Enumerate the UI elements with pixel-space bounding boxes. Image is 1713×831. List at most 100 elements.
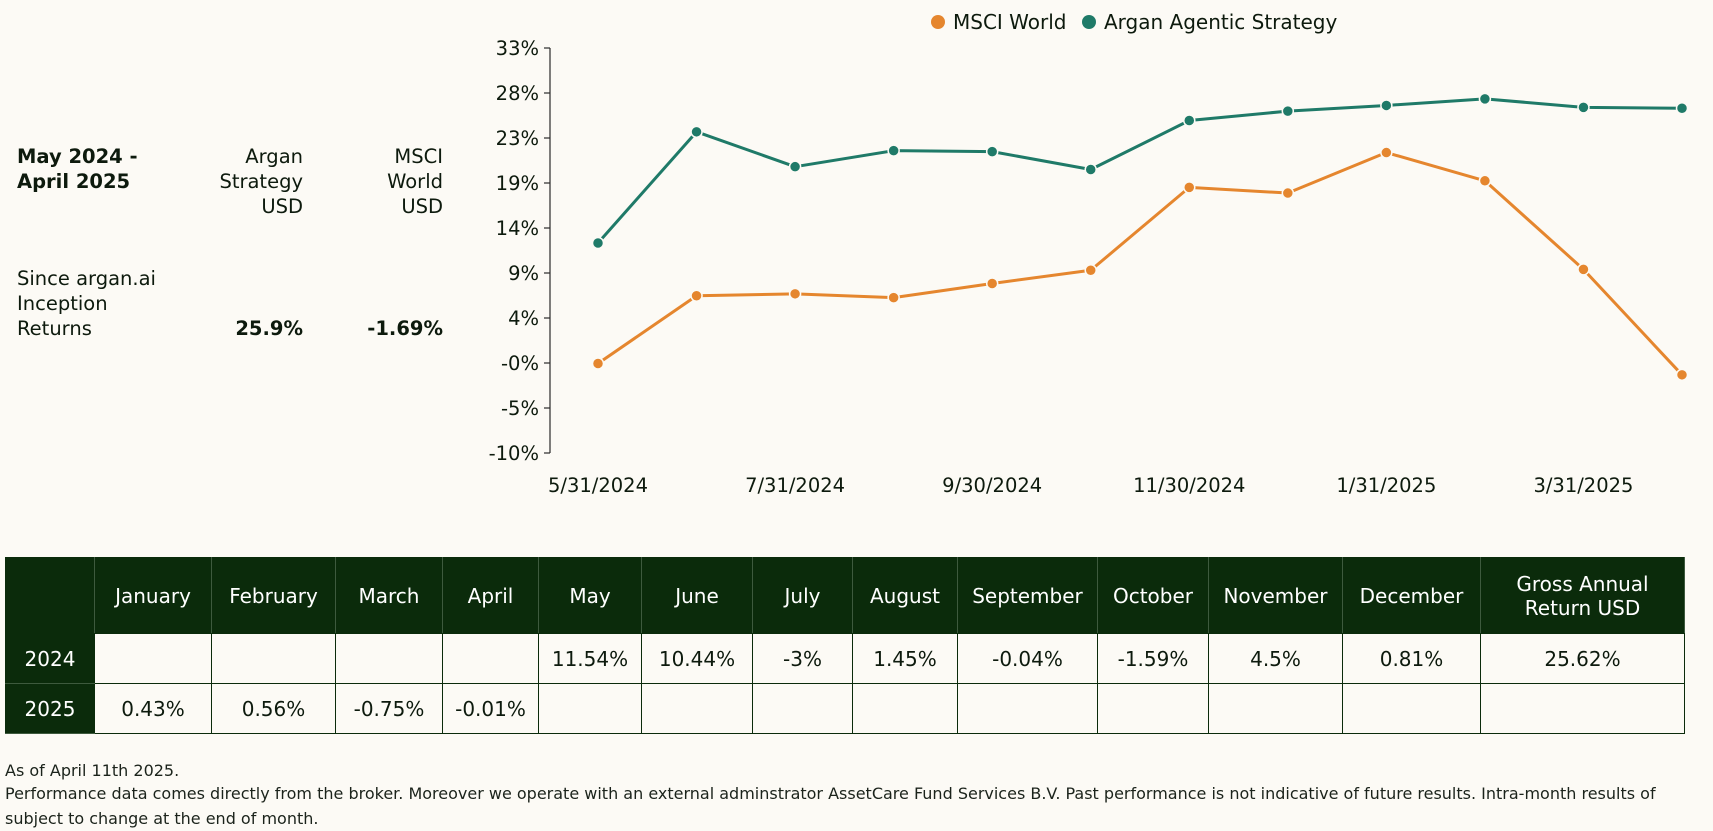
y-tick-label: -5% (501, 397, 539, 420)
return-cell (1097, 683, 1209, 734)
legend-marker (1082, 15, 1096, 29)
header-cell: November (1208, 557, 1343, 634)
return-cell (1480, 683, 1685, 734)
legend-item: MSCI World (931, 10, 1067, 34)
y-tick-label: 33% (496, 37, 539, 60)
return-cell (752, 683, 853, 734)
return-cell: 4.5% (1208, 633, 1343, 684)
return-cell: 0.43% (94, 683, 212, 734)
y-tick-label: 23% (496, 127, 539, 150)
data-point (1084, 163, 1097, 176)
header-cell (5, 557, 95, 634)
data-point (985, 277, 999, 290)
chart-series (591, 92, 1689, 382)
summary-row-label: Since argan.ai Inception Returns (17, 267, 156, 340)
data-point (1281, 104, 1295, 118)
header-cell: December (1342, 557, 1481, 634)
y-tick-label: -10% (489, 442, 539, 465)
return-cell (94, 633, 212, 684)
header-cell: May (538, 557, 642, 634)
data-point (1478, 92, 1492, 106)
data-point (1380, 99, 1393, 112)
series-line (597, 151, 1684, 376)
header-cell: February (211, 557, 336, 634)
data-point (1183, 114, 1196, 127)
data-point (690, 125, 703, 139)
data-point (1577, 101, 1590, 114)
summary-msci-header: MSCI World USD (387, 145, 443, 218)
x-tick-label: 9/30/2024 (942, 474, 1042, 497)
return-cell: 10.44% (641, 633, 753, 684)
data-point (1084, 264, 1097, 277)
header-cell: Gross Annual Return USD (1480, 557, 1685, 634)
x-tick-label: 5/31/2024 (548, 474, 648, 497)
summary-argan-value: 25.9% (235, 317, 303, 340)
series-msci-world (591, 146, 1689, 382)
return-cell: 1.45% (852, 633, 958, 684)
x-tick-label: 11/30/2024 (1133, 474, 1245, 497)
data-point (1675, 368, 1689, 382)
year-cell: 2024 (5, 633, 95, 684)
header-cell: March (335, 557, 443, 634)
returns-line-chart: MSCI World Argan Agentic Strategy 33% 28% 2… (489, 10, 1689, 497)
header-cell: July (752, 557, 853, 634)
return-cell (852, 683, 958, 734)
return-cell (335, 633, 443, 684)
x-tick-label: 3/31/2025 (1533, 474, 1633, 497)
return-cell (211, 633, 336, 684)
data-point (591, 236, 605, 250)
data-point (887, 291, 900, 304)
table-body: 2024 11.54% 10.44% -3% 1.45% -0.04% -1.59% 4.5%… (5, 633, 1685, 734)
header-cell: January (94, 557, 212, 634)
return-cell: -0.04% (957, 633, 1098, 684)
header-cell: August (852, 557, 958, 634)
return-cell (1342, 683, 1481, 734)
y-tick-label: 19% (496, 172, 539, 195)
data-point (788, 160, 802, 173)
return-cell (538, 683, 642, 734)
return-cell (442, 633, 539, 684)
data-point (591, 357, 605, 370)
y-tick-label: 14% (496, 217, 539, 240)
disclaimer-text: Performance data comes directly from the… (5, 784, 1656, 828)
return-cell: 11.54% (538, 633, 642, 684)
x-tick-label: 7/31/2024 (745, 474, 845, 497)
year-cell: 2025 (5, 683, 95, 734)
x-tick-label: 1/31/2025 (1336, 474, 1436, 497)
data-point (985, 145, 999, 158)
summary-period: May 2024 - April 2025 (17, 145, 138, 193)
return-cell (641, 683, 753, 734)
return-cell: -3% (752, 633, 853, 684)
return-cell: -0.75% (335, 683, 443, 734)
data-point (690, 289, 703, 302)
header-cell: October (1097, 557, 1209, 634)
legend-label: MSCI World (953, 10, 1067, 34)
return-cell (1208, 683, 1343, 734)
chart-axes: 33% 28% 23% 19% 14% 9% 4% -0% -5% -10% 5/31/2024 7/… (489, 37, 1634, 497)
y-tick-label: 28% (496, 82, 539, 105)
data-point (788, 287, 802, 301)
chart-legend: MSCI World Argan Agentic Strategy (931, 10, 1338, 34)
return-cell: 0.81% (1342, 633, 1481, 684)
y-tick-label: 9% (508, 262, 539, 285)
table-row: 2024 11.54% 10.44% -3% 1.45% -0.04% -1.59% 4.5%… (5, 633, 1685, 684)
as-of-date: As of April 11th 2025. (5, 761, 180, 780)
return-cell (957, 683, 1098, 734)
data-point (1577, 263, 1590, 276)
return-cell: 0.56% (211, 683, 336, 734)
header-cell: April (442, 557, 539, 634)
data-point (1183, 181, 1196, 194)
summary-argan-header: Argan Strategy USD (219, 145, 303, 218)
monthly-returns-table: January February March April May June July Augu… (5, 557, 1685, 734)
series-line (596, 97, 1683, 244)
table-row: 2025 0.43% 0.56% -0.75% -0.01% (5, 683, 1685, 734)
summary-msci-value: -1.69% (367, 317, 443, 340)
header-cell: September (957, 557, 1098, 634)
table-header-row: January February March April May June July Augu… (5, 557, 1685, 634)
return-cell: 25.62% (1480, 633, 1685, 684)
return-cell: -1.59% (1097, 633, 1209, 684)
header-cell: June (641, 557, 753, 634)
data-point (887, 144, 900, 157)
legend-marker (931, 15, 945, 29)
legend-item: Argan Agentic Strategy (1082, 10, 1338, 34)
